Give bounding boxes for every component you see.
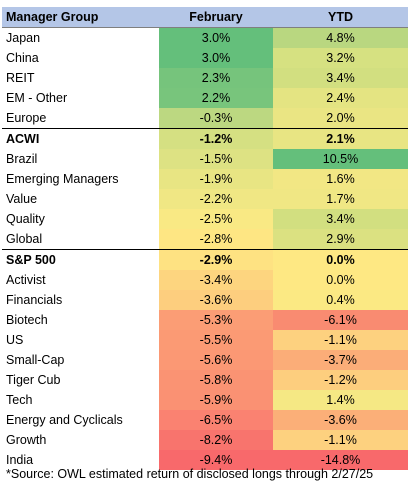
ytd-return-cell: -3.6%	[273, 410, 408, 430]
february-return-cell: -5.9%	[159, 390, 273, 410]
manager-name-cell: Tech	[2, 390, 159, 410]
table-row: Brazil -1.5% 10.5%	[2, 149, 408, 169]
manager-name-cell: India	[2, 450, 159, 470]
ytd-return-cell: 3.4%	[273, 209, 408, 229]
table-row: Energy and Cyclicals -6.5% -3.6%	[2, 410, 408, 430]
manager-name-cell: Brazil	[2, 149, 159, 169]
manager-name-cell: Energy and Cyclicals	[2, 410, 159, 430]
table-row: Tiger Cub -5.8% -1.2%	[2, 370, 408, 390]
ytd-return-cell: 0.4%	[273, 290, 408, 310]
manager-name-cell: Global	[2, 229, 159, 250]
table-row: Quality -2.5% 3.4%	[2, 209, 408, 229]
ytd-return-cell: -1.2%	[273, 370, 408, 390]
table-row: India -9.4% -14.8%	[2, 450, 408, 470]
header-february: February	[159, 7, 273, 28]
february-return-cell: -2.2%	[159, 189, 273, 209]
manager-name-cell: ACWI	[2, 128, 159, 149]
february-return-cell: -3.6%	[159, 290, 273, 310]
ytd-return-cell: 3.4%	[273, 68, 408, 88]
table-row: ACWI -1.2% 2.1%	[2, 128, 408, 149]
table-row: Japan 3.0% 4.8%	[2, 27, 408, 48]
table-row: Emerging Managers -1.9% 1.6%	[2, 169, 408, 189]
ytd-return-cell: 2.9%	[273, 229, 408, 250]
manager-name-cell: Emerging Managers	[2, 169, 159, 189]
february-return-cell: -5.6%	[159, 350, 273, 370]
table-row: EM - Other 2.2% 2.4%	[2, 88, 408, 108]
manager-name-cell: China	[2, 48, 159, 68]
manager-name-cell: Growth	[2, 430, 159, 450]
ytd-return-cell: 2.0%	[273, 108, 408, 129]
manager-name-cell: REIT	[2, 68, 159, 88]
february-return-cell: -5.3%	[159, 310, 273, 330]
february-return-cell: -2.9%	[159, 249, 273, 270]
table-row: S&P 500 -2.9% 0.0%	[2, 249, 408, 270]
table-row: Europe -0.3% 2.0%	[2, 108, 408, 129]
february-return-cell: -2.8%	[159, 229, 273, 250]
manager-returns-table: Manager Group February YTD Japan 3.0% 4.8%…	[2, 7, 408, 470]
table-row: US -5.5% -1.1%	[2, 330, 408, 350]
manager-name-cell: Quality	[2, 209, 159, 229]
february-return-cell: -2.5%	[159, 209, 273, 229]
manager-name-cell: S&P 500	[2, 249, 159, 270]
ytd-return-cell: 2.4%	[273, 88, 408, 108]
manager-name-cell: EM - Other	[2, 88, 159, 108]
manager-name-cell: Japan	[2, 27, 159, 48]
table-row: Financials -3.6% 0.4%	[2, 290, 408, 310]
table-row: Value -2.2% 1.7%	[2, 189, 408, 209]
ytd-return-cell: -1.1%	[273, 430, 408, 450]
february-return-cell: 2.3%	[159, 68, 273, 88]
header-manager-group: Manager Group	[2, 7, 159, 28]
february-return-cell: -9.4%	[159, 450, 273, 470]
header-ytd: YTD	[273, 7, 408, 28]
table-row: China 3.0% 3.2%	[2, 48, 408, 68]
february-return-cell: -8.2%	[159, 430, 273, 450]
february-return-cell: 2.2%	[159, 88, 273, 108]
ytd-return-cell: 0.0%	[273, 270, 408, 290]
february-return-cell: 3.0%	[159, 48, 273, 68]
ytd-return-cell: 2.1%	[273, 128, 408, 149]
february-return-cell: -0.3%	[159, 108, 273, 129]
manager-name-cell: Value	[2, 189, 159, 209]
manager-name-cell: Small-Cap	[2, 350, 159, 370]
table-row: Global -2.8% 2.9%	[2, 229, 408, 250]
manager-name-cell: Biotech	[2, 310, 159, 330]
table-row: Small-Cap -5.6% -3.7%	[2, 350, 408, 370]
february-return-cell: -5.5%	[159, 330, 273, 350]
ytd-return-cell: 1.7%	[273, 189, 408, 209]
february-return-cell: -1.5%	[159, 149, 273, 169]
header-row: Manager Group February YTD	[2, 7, 408, 28]
february-return-cell: -3.4%	[159, 270, 273, 290]
manager-name-cell: US	[2, 330, 159, 350]
february-return-cell: -1.9%	[159, 169, 273, 189]
ytd-return-cell: 3.2%	[273, 48, 408, 68]
february-return-cell: -6.5%	[159, 410, 273, 430]
ytd-return-cell: -6.1%	[273, 310, 408, 330]
table-row: Activist -3.4% 0.0%	[2, 270, 408, 290]
february-return-cell: -5.8%	[159, 370, 273, 390]
february-return-cell: -1.2%	[159, 128, 273, 149]
table-row: Tech -5.9% 1.4%	[2, 390, 408, 410]
source-footnote: *Source: OWL estimated return of disclos…	[6, 467, 374, 481]
february-return-cell: 3.0%	[159, 27, 273, 48]
ytd-return-cell: -3.7%	[273, 350, 408, 370]
manager-name-cell: Tiger Cub	[2, 370, 159, 390]
table-row: Biotech -5.3% -6.1%	[2, 310, 408, 330]
ytd-return-cell: 4.8%	[273, 27, 408, 48]
table-body: Japan 3.0% 4.8% China 3.0% 3.2% REIT 2.3% 3.4% EM…	[2, 27, 408, 470]
ytd-return-cell: 1.6%	[273, 169, 408, 189]
ytd-return-cell: 1.4%	[273, 390, 408, 410]
table-row: REIT 2.3% 3.4%	[2, 68, 408, 88]
ytd-return-cell: -1.1%	[273, 330, 408, 350]
ytd-return-cell: 0.0%	[273, 249, 408, 270]
manager-name-cell: Europe	[2, 108, 159, 129]
ytd-return-cell: -14.8%	[273, 450, 408, 470]
manager-name-cell: Financials	[2, 290, 159, 310]
ytd-return-cell: 10.5%	[273, 149, 408, 169]
manager-name-cell: Activist	[2, 270, 159, 290]
table-row: Growth -8.2% -1.1%	[2, 430, 408, 450]
